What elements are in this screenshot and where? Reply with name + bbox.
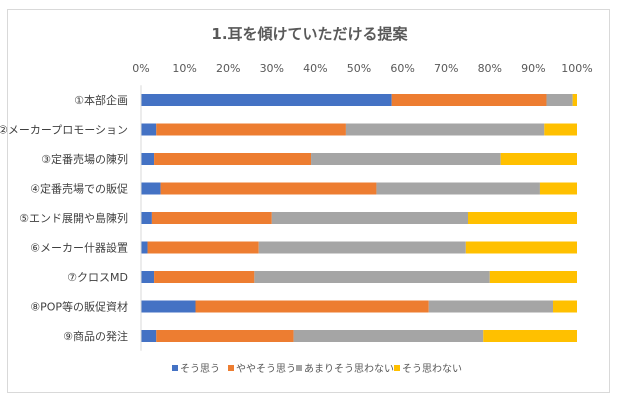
bar-segment xyxy=(258,241,466,254)
x-tick-label: 50% xyxy=(347,62,371,75)
bar-segment xyxy=(147,241,259,254)
category-label: ⑥メーカー什器設置 xyxy=(30,241,128,255)
bar-segment xyxy=(428,300,554,313)
bar-segment xyxy=(160,182,377,195)
bar-segment xyxy=(311,153,501,165)
x-tick-label: 0% xyxy=(132,62,149,75)
category-label: ④定番売場での販促 xyxy=(30,182,128,196)
category-label: ①本部企画 xyxy=(74,93,128,107)
bar-segment xyxy=(483,330,577,342)
x-tick-label: 40% xyxy=(303,62,327,75)
category-label: ③定番売場の陳列 xyxy=(41,152,128,166)
bar-segment xyxy=(345,123,545,136)
bar-segment xyxy=(141,271,155,283)
bar-segment xyxy=(465,241,577,254)
bar-segment xyxy=(546,94,573,106)
bar-segment xyxy=(156,330,294,342)
bar-segment xyxy=(141,330,157,342)
x-tick-label: 100% xyxy=(561,62,592,75)
bar-segment xyxy=(544,123,577,136)
bar-segment xyxy=(539,182,577,195)
bar-segment xyxy=(141,241,148,254)
bar-segment xyxy=(468,212,577,224)
x-tick-label: 80% xyxy=(478,62,502,75)
bar-segment xyxy=(141,123,157,136)
x-tick-label: 60% xyxy=(390,62,414,75)
category-label: ⑨商品の発注 xyxy=(63,329,128,343)
bar-segment xyxy=(154,153,312,165)
category-label: ⑤エンド展開や島陳列 xyxy=(19,211,128,225)
category-label: ⑧POP等の販促資材 xyxy=(30,300,128,314)
bar-segment xyxy=(489,271,577,283)
bar-segment xyxy=(141,300,196,313)
bar-segment xyxy=(141,94,392,106)
bar-segment xyxy=(141,212,152,224)
bar-segment xyxy=(293,330,484,342)
x-tick-label: 10% xyxy=(172,62,196,75)
bar-segment xyxy=(572,94,577,106)
chart-frame xyxy=(7,9,610,393)
bar-segment xyxy=(141,153,155,165)
bar-segment xyxy=(376,182,540,195)
bar-segment xyxy=(271,212,468,224)
x-tick-label: 30% xyxy=(260,62,284,75)
bar-segment xyxy=(151,212,272,224)
chart-title: 1.耳を傾けていただける提案 xyxy=(211,25,408,43)
bar-segment xyxy=(156,123,346,136)
legend-swatch xyxy=(228,365,234,371)
bar-segment xyxy=(254,271,490,283)
legend-label: そう思わない xyxy=(402,363,462,375)
x-tick-label: 70% xyxy=(434,62,458,75)
legend-label: ややそう思う xyxy=(236,363,296,375)
legend-label: あまりそう思わない xyxy=(304,363,394,375)
bar-segment xyxy=(195,300,429,313)
legend-label: そう思う xyxy=(180,363,220,375)
bar-segment xyxy=(154,271,255,283)
bar-segment xyxy=(500,153,577,165)
legend-swatch xyxy=(172,365,178,371)
category-label: ⑦クロスMD xyxy=(67,271,128,284)
bar-segment xyxy=(553,300,577,313)
legend-swatch xyxy=(296,365,302,371)
bar-segment xyxy=(391,94,547,106)
x-tick-label: 20% xyxy=(216,62,240,75)
category-label: ②メーカープロモーション xyxy=(0,124,128,137)
bar-segment xyxy=(141,182,161,195)
x-tick-label: 90% xyxy=(521,62,545,75)
legend-swatch xyxy=(394,365,400,371)
